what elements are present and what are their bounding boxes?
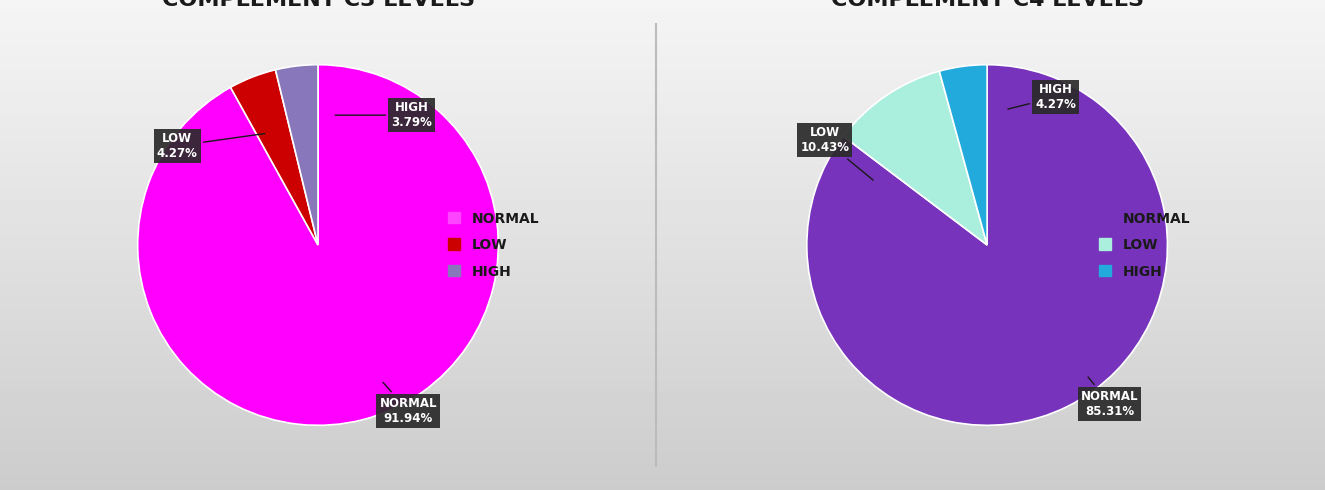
Title: COMPLEMENT C4 LEVELS: COMPLEMENT C4 LEVELS	[831, 0, 1143, 10]
Legend: NORMAL, LOW, HIGH: NORMAL, LOW, HIGH	[1093, 206, 1195, 284]
Wedge shape	[138, 65, 498, 425]
Wedge shape	[843, 71, 987, 245]
Text: LOW
10.43%: LOW 10.43%	[800, 126, 873, 180]
Wedge shape	[276, 65, 318, 245]
Text: LOW
4.27%: LOW 4.27%	[156, 132, 265, 160]
Wedge shape	[939, 65, 987, 245]
Text: NORMAL
91.94%: NORMAL 91.94%	[379, 382, 437, 425]
Legend: NORMAL, LOW, HIGH: NORMAL, LOW, HIGH	[443, 206, 545, 284]
Wedge shape	[807, 65, 1167, 425]
Text: HIGH
4.27%: HIGH 4.27%	[1008, 83, 1076, 111]
Wedge shape	[231, 70, 318, 245]
Title: COMPLEMENT C3 LEVELS: COMPLEMENT C3 LEVELS	[162, 0, 474, 10]
Text: NORMAL
85.31%: NORMAL 85.31%	[1081, 377, 1138, 417]
Text: HIGH
3.79%: HIGH 3.79%	[335, 101, 432, 129]
